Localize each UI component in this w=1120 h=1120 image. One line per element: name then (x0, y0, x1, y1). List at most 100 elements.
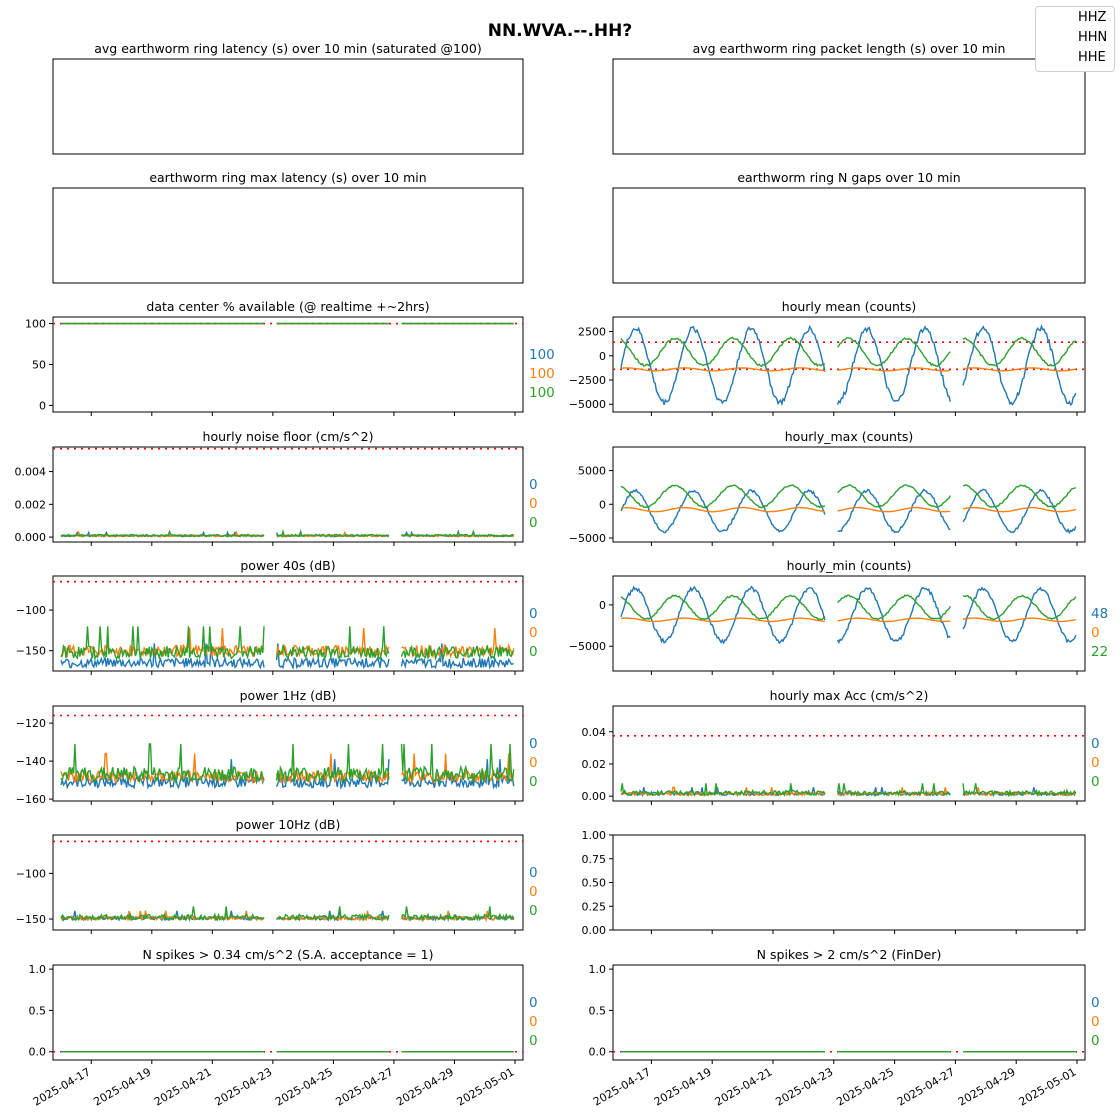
y-tick-label: −5000 (569, 398, 606, 411)
y-tick-label: 0.25 (582, 900, 607, 913)
panel-title: earthworm ring N gaps over 10 min (737, 170, 960, 185)
panel-avg_latency: avg earthworm ring latency (s) over 10 m… (52, 41, 524, 155)
x-tick-label: 2025-04-19 (91, 1065, 153, 1108)
x-tick-label: 2025-04-29 (956, 1065, 1018, 1108)
end-value-label: 0 (1091, 736, 1100, 752)
end-value-label: 0 (1091, 625, 1100, 641)
panel-power_1hz: power 1Hz (dB) −160 −140 −120 0 0 0 (16, 688, 538, 806)
y-tick-label: 0.50 (582, 877, 607, 890)
series-line-hhe (60, 528, 515, 538)
y-tick-label: −160 (16, 793, 46, 806)
end-value-label: 100 (529, 385, 555, 401)
end-value-label: 0 (529, 755, 538, 771)
panel-title: power 1Hz (dB) (240, 688, 337, 703)
end-value-label: 0 (1091, 995, 1100, 1011)
series-line-hhe (620, 484, 1077, 509)
panel-title: hourly mean (counts) (782, 299, 916, 314)
y-tick-label: 0.5 (589, 1004, 607, 1017)
y-tick-label: 0.004 (15, 466, 47, 479)
axes-frame (612, 575, 1086, 672)
axes-frame (612, 446, 1086, 543)
end-value-label: 0 (529, 477, 538, 493)
x-tick-label: 2025-04-23 (773, 1065, 835, 1108)
panel-availability: data center % available (@ realtime +~2h… (25, 299, 555, 416)
end-value-label: 48 (1091, 606, 1108, 622)
axes-frame (612, 834, 1086, 931)
legend-entry-hhe: HHE (1078, 50, 1106, 65)
axes-frame (612, 187, 1086, 284)
panel-empty_panel: 0.00 0.25 0.50 0.75 1.00 (582, 829, 1086, 937)
end-value-label: 0 (529, 865, 538, 881)
end-value-label: 0 (529, 644, 538, 660)
y-tick-label: 0 (599, 350, 606, 363)
end-value-label: 0 (529, 884, 538, 900)
end-value-label: 22 (1091, 644, 1108, 660)
y-tick-label: −5000 (569, 532, 606, 545)
panel-title: N spikes > 2 cm/s^2 (FinDer) (757, 947, 942, 962)
end-value-label: 0 (1091, 1033, 1100, 1049)
series-line-hhz (620, 324, 1077, 407)
axes-frame (52, 705, 524, 802)
series-line-hhn (60, 627, 515, 659)
y-tick-label: 1.0 (589, 963, 607, 976)
panel-title: avg earthworm ring latency (s) over 10 m… (94, 41, 481, 56)
axes-frame (52, 316, 524, 413)
y-tick-label: 0.0 (29, 1046, 47, 1059)
x-tick-label: 2025-04-27 (895, 1065, 957, 1108)
figure-title: NN.WVA.--.HH? (488, 21, 632, 41)
panel-title: hourly noise floor (cm/s^2) (203, 429, 374, 444)
panel-avg_packet: avg earthworm ring packet length (s) ove… (612, 41, 1086, 155)
y-tick-label: 0.75 (582, 853, 607, 866)
end-value-label: 0 (529, 496, 538, 512)
axes-frame (52, 575, 524, 672)
y-tick-label: 0 (39, 399, 46, 412)
axes-frame (52, 964, 524, 1061)
x-tick-label: 2025-04-17 (31, 1065, 93, 1108)
y-tick-label: 1.00 (582, 829, 607, 842)
y-tick-label: −140 (16, 755, 46, 768)
series-line-hhz (620, 488, 1077, 535)
axes-frame (612, 316, 1086, 413)
end-value-label: 0 (1091, 1014, 1100, 1030)
panel-title: power 40s (dB) (240, 558, 335, 573)
axes-frame (52, 187, 524, 284)
x-tick-label: 2025-05-01 (1017, 1065, 1079, 1108)
panel-power_10hz: power 10Hz (dB) −150 −100 0 0 0 (16, 817, 538, 934)
panel-title: data center % available (@ realtime +~2h… (146, 299, 429, 314)
series-line-hhe (60, 626, 515, 662)
y-tick-label: −100 (16, 867, 46, 880)
y-tick-label: 0.5 (29, 1004, 47, 1017)
y-tick-label: 50 (32, 359, 46, 372)
series-line-hhn (620, 617, 1076, 623)
x-tick-label: 2025-04-17 (591, 1065, 653, 1108)
end-value-label: 0 (529, 606, 538, 622)
y-tick-label: −120 (16, 717, 46, 730)
panel-noise_floor: hourly noise floor (cm/s^2) 0.000 0.002 0.0… (15, 429, 538, 546)
axes-frame (52, 58, 524, 155)
end-value-label: 0 (529, 625, 538, 641)
y-tick-label: −2500 (569, 374, 606, 387)
panel-title: hourly_max (counts) (785, 429, 914, 444)
series-line-hhn (620, 506, 1076, 513)
x-tick-label: 2025-04-23 (212, 1065, 274, 1108)
x-tick-label: 2025-04-21 (152, 1065, 214, 1108)
end-value-label: 0 (529, 736, 538, 752)
y-tick-label: 2500 (578, 326, 606, 339)
y-tick-label: −100 (16, 604, 46, 617)
axes-frame (612, 964, 1086, 1061)
panel-hourly_max_acc: hourly max Acc (cm/s^2) 0.00 0.02 0.04 0 0 0 (582, 688, 1100, 805)
y-tick-label: 0 (599, 498, 606, 511)
panel-n_gaps: earthworm ring N gaps over 10 min (612, 170, 1086, 284)
panel-power_40s: power 40s (dB) −150 −100 0 0 0 (16, 558, 538, 675)
end-value-label: 0 (529, 1033, 538, 1049)
y-tick-label: 0.00 (582, 790, 607, 803)
end-value-label: 0 (1091, 774, 1100, 790)
series-line-hhn (620, 367, 1076, 372)
x-tick-label: 2025-04-21 (713, 1065, 775, 1108)
x-tick-label: 2025-04-27 (334, 1065, 396, 1108)
legend-entry-hhn: HHN (1078, 30, 1108, 45)
end-value-label: 0 (529, 1014, 538, 1030)
y-tick-label: 100 (25, 318, 46, 331)
series-line-hhe (60, 743, 515, 785)
